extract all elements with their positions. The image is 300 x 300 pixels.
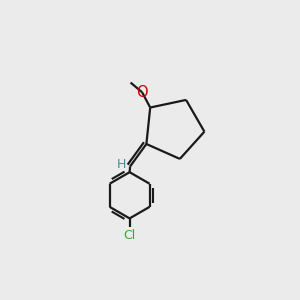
Text: H: H bbox=[117, 158, 126, 171]
Text: Cl: Cl bbox=[124, 230, 136, 242]
Text: O: O bbox=[136, 85, 148, 100]
